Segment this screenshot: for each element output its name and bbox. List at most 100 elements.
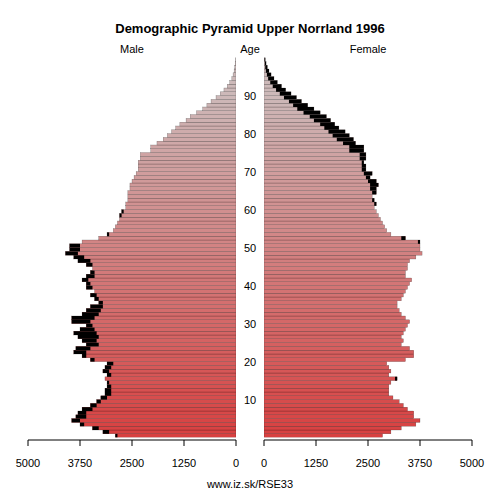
male-excess [82, 278, 88, 282]
male-bar [138, 168, 236, 172]
male-bar [103, 430, 236, 434]
male-bar [103, 369, 236, 373]
male-excess [72, 419, 80, 423]
male-bar [120, 217, 236, 221]
female-bar [264, 400, 399, 404]
female-bar [264, 172, 372, 176]
female-excess [337, 137, 354, 141]
female-excess [328, 130, 345, 134]
x-tick-label: 1250 [172, 457, 196, 469]
male-label: Male [120, 43, 144, 55]
female-excess [372, 191, 376, 195]
male-bar [140, 156, 236, 160]
female-bar [264, 122, 335, 126]
male-bar [86, 343, 236, 347]
male-bar [70, 248, 236, 252]
female-excess [297, 107, 314, 111]
female-bar [264, 381, 391, 385]
male-excess [86, 324, 92, 328]
female-bar [264, 396, 393, 400]
male-excess [80, 327, 95, 331]
female-excess [372, 198, 374, 202]
age-label: 30 [244, 318, 256, 330]
male-bar [95, 297, 236, 301]
female-bar [264, 103, 308, 107]
male-excess [120, 213, 122, 217]
female-excess [324, 126, 339, 130]
male-excess [97, 400, 101, 404]
male-excess [105, 392, 111, 396]
female-bar [264, 236, 405, 240]
male-bar [86, 274, 236, 278]
male-excess [74, 350, 86, 354]
female-excess [362, 168, 366, 172]
x-tick [420, 440, 421, 446]
male-bar [97, 400, 236, 404]
male-bar [74, 350, 236, 354]
male-excess [86, 308, 101, 312]
male-excess [70, 248, 80, 252]
female-bar [264, 327, 405, 331]
male-bar [157, 141, 236, 145]
female-excess [284, 96, 296, 100]
x-tick-label: 5000 [460, 457, 484, 469]
female-bar [264, 358, 405, 362]
female-bar [264, 377, 397, 381]
male-bar [151, 149, 236, 153]
female-bar [264, 434, 383, 438]
x-tick-label: 5000 [16, 457, 40, 469]
female-bar [264, 270, 405, 274]
x-tick-label: 3750 [408, 457, 432, 469]
x-tick-label: 2500 [356, 457, 380, 469]
female-bar [264, 324, 408, 328]
male-excess [101, 396, 107, 400]
male-excess [82, 407, 92, 411]
male-bar [82, 407, 236, 411]
male-excess [107, 232, 109, 236]
female-bar [264, 430, 391, 434]
male-bar [90, 403, 236, 407]
female-excess [276, 88, 286, 92]
female-bar [264, 118, 331, 122]
female-bar [264, 92, 291, 96]
age-label: 20 [244, 356, 256, 368]
female-bar [264, 308, 399, 312]
female-bar [264, 373, 389, 377]
male-bar [235, 61, 236, 65]
female-bar [264, 263, 408, 267]
female-bar [264, 221, 383, 225]
male-bar [78, 335, 236, 339]
female-bar [264, 392, 389, 396]
female-bar [264, 415, 414, 419]
male-excess [107, 384, 111, 388]
male-excess [86, 282, 90, 286]
male-bar [230, 80, 236, 84]
x-tick [236, 440, 237, 446]
male-excess [86, 274, 94, 278]
female-label: Female [350, 43, 387, 55]
x-tick [472, 440, 473, 446]
female-bar [264, 411, 414, 415]
female-bar [264, 312, 401, 316]
female-bar [264, 282, 410, 286]
x-tick-label: 2500 [120, 457, 144, 469]
male-bars [65, 58, 236, 438]
male-excess [86, 286, 92, 290]
x-tick [80, 440, 81, 446]
female-excess [289, 99, 301, 103]
female-bar [264, 229, 387, 233]
x-tick-label: 1250 [304, 457, 328, 469]
female-excess [273, 84, 282, 88]
male-excess [78, 335, 99, 339]
male-bar [105, 388, 236, 392]
female-bar [264, 297, 401, 301]
male-bar [76, 415, 236, 419]
female-bar [264, 362, 387, 366]
male-bar [82, 240, 236, 244]
male-bar [167, 134, 236, 138]
female-bar [264, 339, 403, 343]
female-bar [264, 225, 385, 229]
female-bar [264, 156, 366, 160]
female-excess [333, 134, 350, 138]
male-excess [103, 430, 109, 434]
